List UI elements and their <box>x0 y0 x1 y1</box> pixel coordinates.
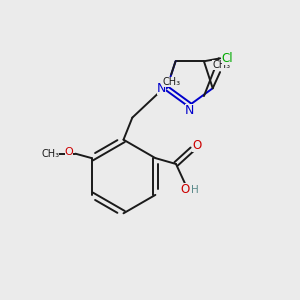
Text: CH₃: CH₃ <box>162 77 180 87</box>
Text: N: N <box>157 82 166 95</box>
Text: Cl: Cl <box>222 52 233 65</box>
Text: H: H <box>191 184 199 195</box>
Text: N: N <box>185 104 194 117</box>
Text: O: O <box>181 183 190 196</box>
Text: O: O <box>192 139 201 152</box>
Text: O: O <box>64 147 73 157</box>
Text: CH₃: CH₃ <box>212 60 231 70</box>
Text: CH₃: CH₃ <box>41 149 59 159</box>
